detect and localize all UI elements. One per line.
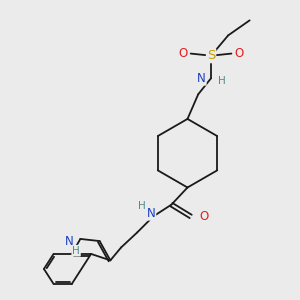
Text: N: N	[147, 207, 155, 220]
Text: O: O	[178, 47, 188, 60]
Text: O: O	[234, 47, 244, 60]
Text: N: N	[65, 235, 74, 248]
Text: H: H	[218, 76, 225, 86]
Text: H: H	[138, 201, 146, 211]
Text: H: H	[72, 246, 80, 256]
Text: N: N	[197, 72, 206, 85]
Text: S: S	[207, 49, 215, 62]
Text: O: O	[199, 210, 208, 223]
